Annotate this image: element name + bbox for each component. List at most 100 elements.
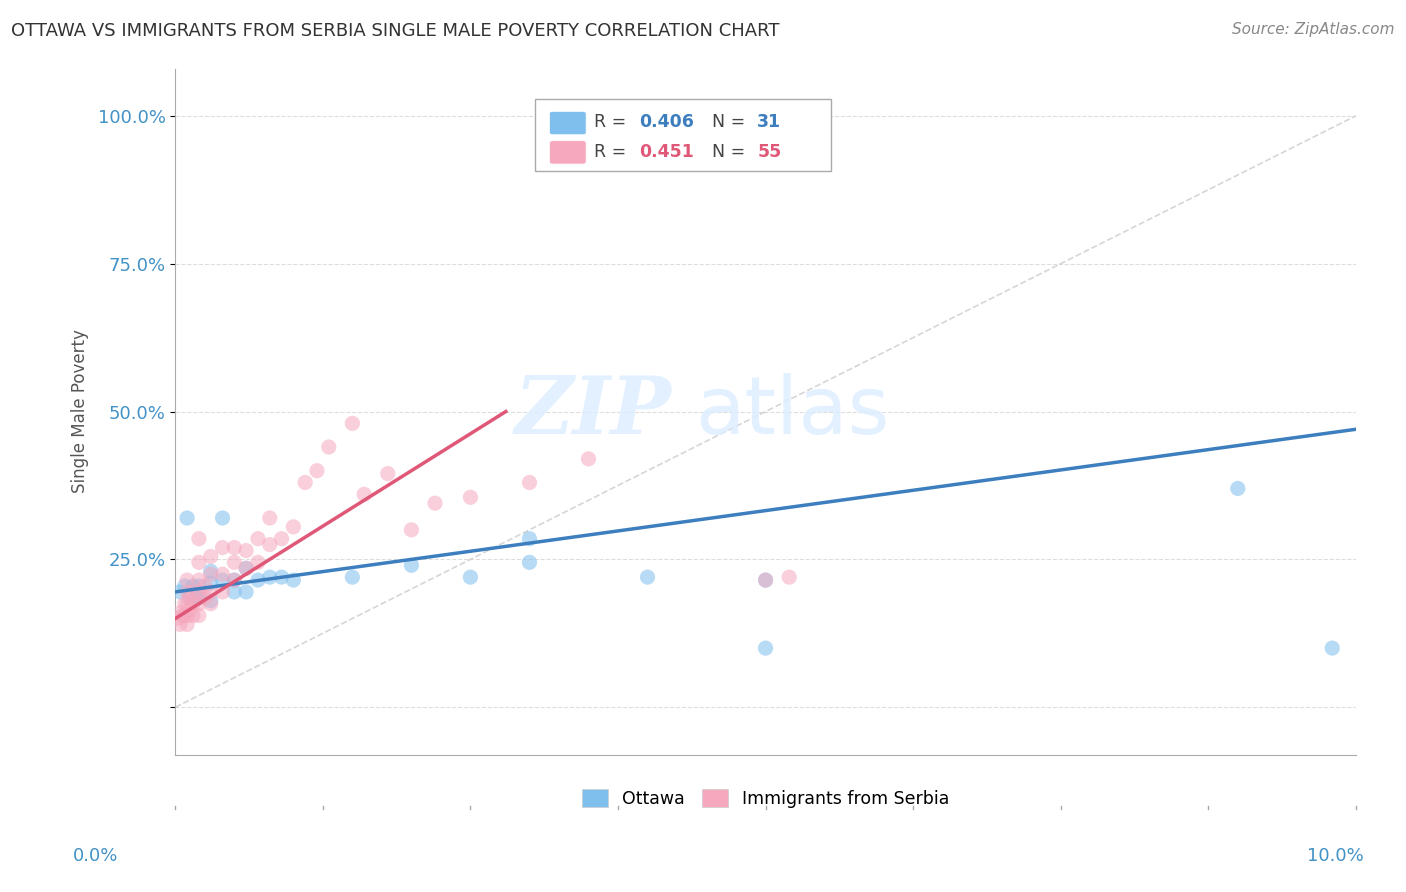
Ottawa [283,573,305,587]
Legend: Ottawa, Immigrants from Serbia: Ottawa, Immigrants from Serbia [575,781,956,814]
Immigrants from Serbia [224,555,246,569]
Immigrants from Serbia [305,464,328,478]
Text: N =: N = [713,143,751,161]
Immigrants from Serbia [187,573,209,587]
Immigrants from Serbia [246,555,269,569]
Immigrants from Serbia [283,520,305,534]
Ottawa [270,570,292,584]
Ottawa [187,591,209,605]
Ottawa [235,561,257,575]
Ottawa [211,573,233,587]
Immigrants from Serbia [578,451,600,466]
Text: 10.0%: 10.0% [1308,847,1364,864]
Text: 0.0%: 0.0% [73,847,118,864]
Text: 0.451: 0.451 [640,143,695,161]
Immigrants from Serbia [176,608,198,623]
Text: 0.406: 0.406 [640,113,695,131]
Text: N =: N = [713,113,751,131]
Immigrants from Serbia [173,608,195,623]
FancyBboxPatch shape [550,141,586,164]
Immigrants from Serbia [259,538,281,552]
Immigrants from Serbia [423,496,446,510]
Ottawa [235,585,257,599]
Immigrants from Serbia [200,585,222,599]
Ottawa [173,579,195,593]
FancyBboxPatch shape [550,112,586,135]
Immigrants from Serbia [377,467,399,481]
Immigrants from Serbia [235,543,257,558]
Immigrants from Serbia [169,617,191,632]
Immigrants from Serbia [181,608,204,623]
Immigrants from Serbia [200,567,222,582]
Immigrants from Serbia [211,541,233,555]
Text: R =: R = [595,113,633,131]
Immigrants from Serbia [179,591,201,605]
Y-axis label: Single Male Poverty: Single Male Poverty [72,330,89,493]
Immigrants from Serbia [187,585,209,599]
Ottawa [1226,482,1249,496]
Ottawa [169,585,191,599]
Immigrants from Serbia [187,555,209,569]
Ottawa [186,591,208,605]
Ottawa [211,511,233,525]
Immigrants from Serbia [181,585,204,599]
Ottawa [224,585,246,599]
Ottawa [1322,641,1344,656]
Ottawa [176,511,198,525]
Immigrants from Serbia [176,585,198,599]
Ottawa [179,591,201,605]
Immigrants from Serbia [342,417,364,431]
Immigrants from Serbia [176,597,198,611]
Immigrants from Serbia [224,541,246,555]
Immigrants from Serbia [169,606,191,620]
Text: 31: 31 [758,113,782,131]
Immigrants from Serbia [172,608,194,623]
Immigrants from Serbia [270,532,292,546]
Immigrants from Serbia [194,579,217,593]
Ottawa [246,573,269,587]
Immigrants from Serbia [187,532,209,546]
Immigrants from Serbia [181,597,204,611]
Ottawa [755,573,778,587]
Ottawa [460,570,482,584]
Immigrants from Serbia [200,549,222,564]
Text: OTTAWA VS IMMIGRANTS FROM SERBIA SINGLE MALE POVERTY CORRELATION CHART: OTTAWA VS IMMIGRANTS FROM SERBIA SINGLE … [11,22,780,40]
Immigrants from Serbia [211,567,233,582]
Ottawa [200,594,222,608]
Immigrants from Serbia [173,597,195,611]
Immigrants from Serbia [176,573,198,587]
Immigrants from Serbia [401,523,423,537]
Text: 55: 55 [758,143,782,161]
Immigrants from Serbia [176,617,198,632]
Ottawa [224,573,246,587]
Immigrants from Serbia [235,561,257,575]
Immigrants from Serbia [460,491,482,505]
Immigrants from Serbia [179,602,201,616]
Ottawa [200,564,222,578]
Immigrants from Serbia [246,532,269,546]
Text: atlas: atlas [695,373,889,450]
Immigrants from Serbia [200,597,222,611]
Text: ZIP: ZIP [515,373,671,450]
Immigrants from Serbia [294,475,316,490]
Text: R =: R = [595,143,633,161]
Immigrants from Serbia [259,511,281,525]
Immigrants from Serbia [778,570,800,584]
Immigrants from Serbia [318,440,340,454]
Ottawa [181,579,204,593]
Ottawa [200,576,222,591]
Immigrants from Serbia [194,591,217,605]
Ottawa [401,558,423,573]
FancyBboxPatch shape [536,99,831,171]
Text: Source: ZipAtlas.com: Source: ZipAtlas.com [1232,22,1395,37]
Immigrants from Serbia [166,611,188,625]
Immigrants from Serbia [224,573,246,587]
Immigrants from Serbia [187,597,209,611]
Immigrants from Serbia [519,475,541,490]
Ottawa [519,555,541,569]
Ottawa [519,532,541,546]
Immigrants from Serbia [187,608,209,623]
Ottawa [187,579,209,593]
Ottawa [637,570,659,584]
Immigrants from Serbia [755,573,778,587]
